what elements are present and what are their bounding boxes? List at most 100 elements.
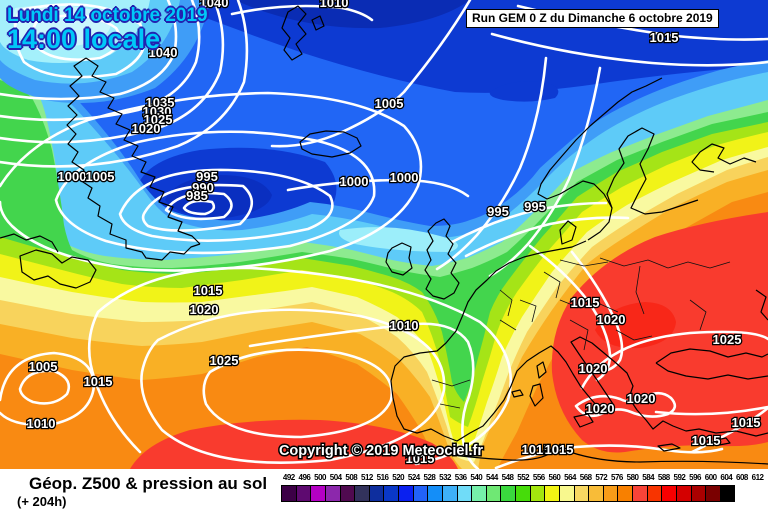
colorbar-value: 600 <box>704 473 717 482</box>
colorbar-value: 520 <box>392 473 405 482</box>
colorbar-value: 548 <box>501 473 514 482</box>
pressure-label: 1030 <box>143 104 172 119</box>
colorbar-value: 496 <box>298 473 311 482</box>
colorbar-cell <box>324 485 341 502</box>
legend-title: Géop. Z500 & pression au sol <box>29 474 268 493</box>
colorbar-value: 604 <box>720 473 733 482</box>
colorbar-cell <box>427 485 443 502</box>
colorbar-value: 552 <box>517 473 530 482</box>
pressure-label: 1015 <box>571 295 600 310</box>
pressure-label: 995 <box>524 199 546 214</box>
pressure-label: 1000 <box>340 174 369 189</box>
colorbar-cell <box>310 485 326 502</box>
color-field <box>0 0 768 469</box>
colorbar-cell <box>690 485 707 502</box>
colorbar-value: 576 <box>611 473 623 482</box>
colorbar-cell <box>471 485 487 502</box>
pressure-label: 1010 <box>390 318 419 333</box>
run-info-box: Run GEM 0 Z du Dimanche 6 octobre 2019 <box>466 9 719 28</box>
legend-forecast-offset: (+ 204h) <box>17 494 67 509</box>
colorbar: 492 496 500 504 508 512 516 520 524 528 532 536 540 5… <box>281 472 768 502</box>
pressure-label: 1015 <box>545 442 574 457</box>
pressure-label: 1015 <box>522 442 551 457</box>
colorbar-value: 572 <box>595 473 608 482</box>
pressure-label: 1015 <box>406 451 435 466</box>
pressure-label: 1015 <box>732 415 761 430</box>
pressure-label: 1010 <box>320 0 349 10</box>
colorbar-cell <box>398 485 414 502</box>
colorbar-cell <box>281 485 297 502</box>
colorbar-cell <box>602 485 619 502</box>
colorbar-cells <box>281 485 768 502</box>
colorbar-value: 524 <box>407 473 420 482</box>
valid-date-overlay: Lundi 14 octobre 2019 14:00 locale <box>7 6 208 53</box>
pressure-label: 1020 <box>586 401 615 416</box>
valid-time: 14:00 locale <box>7 24 161 54</box>
pressure-label: 1020 <box>579 361 608 376</box>
colorbar-value: 568 <box>579 473 592 482</box>
pressure-label: 1000 <box>58 169 87 184</box>
colorbar-value: 592 <box>673 473 686 482</box>
colorbar-value: 532 <box>439 473 451 482</box>
isobar-lines <box>0 0 768 469</box>
colorbar-cell <box>383 485 399 502</box>
colorbar-value: 536 <box>454 473 467 482</box>
pressure-label: 1020 <box>627 391 656 406</box>
colorbar-cell <box>675 485 692 502</box>
pressure-label: 1020 <box>132 121 161 136</box>
colorbar-cell <box>617 485 633 502</box>
pressure-label: 985 <box>186 188 208 203</box>
pressure-label: 1020 <box>597 312 626 327</box>
colorbar-cell <box>558 485 575 502</box>
colorbar-cell <box>339 485 356 502</box>
colorbar-value: 564 <box>564 473 576 482</box>
colorbar-value: 500 <box>314 473 326 482</box>
colorbar-cell <box>295 485 312 502</box>
colorbar-value: 608 <box>736 473 748 482</box>
colorbar-cell <box>412 485 429 502</box>
colorbar-cell <box>646 485 663 502</box>
pressure-label: 1005 <box>29 359 58 374</box>
valid-date: Lundi 14 octobre 2019 <box>7 5 208 26</box>
pressure-label: 995 <box>487 204 509 219</box>
colorbar-value: 596 <box>689 473 701 482</box>
pressure-label: 1015 <box>194 283 223 298</box>
pressure-label: 1010 <box>27 416 56 431</box>
colorbar-value: 508 <box>345 473 358 482</box>
pressure-label: 1015 <box>650 30 679 45</box>
colorbar-value: 560 <box>548 473 561 482</box>
pressure-label: 1015 <box>84 374 113 389</box>
colorbar-cell <box>529 485 546 502</box>
colorbar-value: 540 <box>470 473 483 482</box>
colorbar-cell <box>500 485 516 502</box>
colorbar-values: 492 496 500 504 508 512 516 520 524 528 532 536 540 5… <box>281 472 768 484</box>
colorbar-value: 516 <box>376 473 389 482</box>
colorbar-value: 492 <box>282 473 295 482</box>
pressure-label: 1000 <box>390 170 419 185</box>
colorbar-value: 512 <box>361 473 373 482</box>
coastlines <box>0 5 768 465</box>
run-info-text: Run GEM 0 Z du Dimanche 6 octobre 2019 <box>472 11 713 25</box>
colorbar-value: 556 <box>532 473 545 482</box>
colorbar-cell <box>661 485 677 502</box>
colorbar-value: 588 <box>657 473 670 482</box>
colorbar-value: 612 <box>751 473 764 482</box>
pressure-label: 1025 <box>210 353 239 368</box>
colorbar-cell <box>588 485 604 502</box>
colorbar-cell <box>485 485 502 502</box>
colorbar-cell <box>705 485 721 502</box>
colorbar-cell <box>632 485 648 502</box>
colorbar-cell <box>515 485 531 502</box>
colorbar-cell <box>368 485 385 502</box>
colorbar-value: 580 <box>626 473 639 482</box>
pressure-label: 990 <box>192 180 214 195</box>
colorbar-cell <box>719 485 736 502</box>
colorbar-cell <box>456 485 473 502</box>
pressure-label: 1005 <box>375 96 404 111</box>
pressure-label: 1005 <box>86 169 115 184</box>
colorbar-value: 528 <box>423 473 436 482</box>
colorbar-value: 584 <box>642 473 655 482</box>
colorbar-value: 544 <box>486 473 498 482</box>
